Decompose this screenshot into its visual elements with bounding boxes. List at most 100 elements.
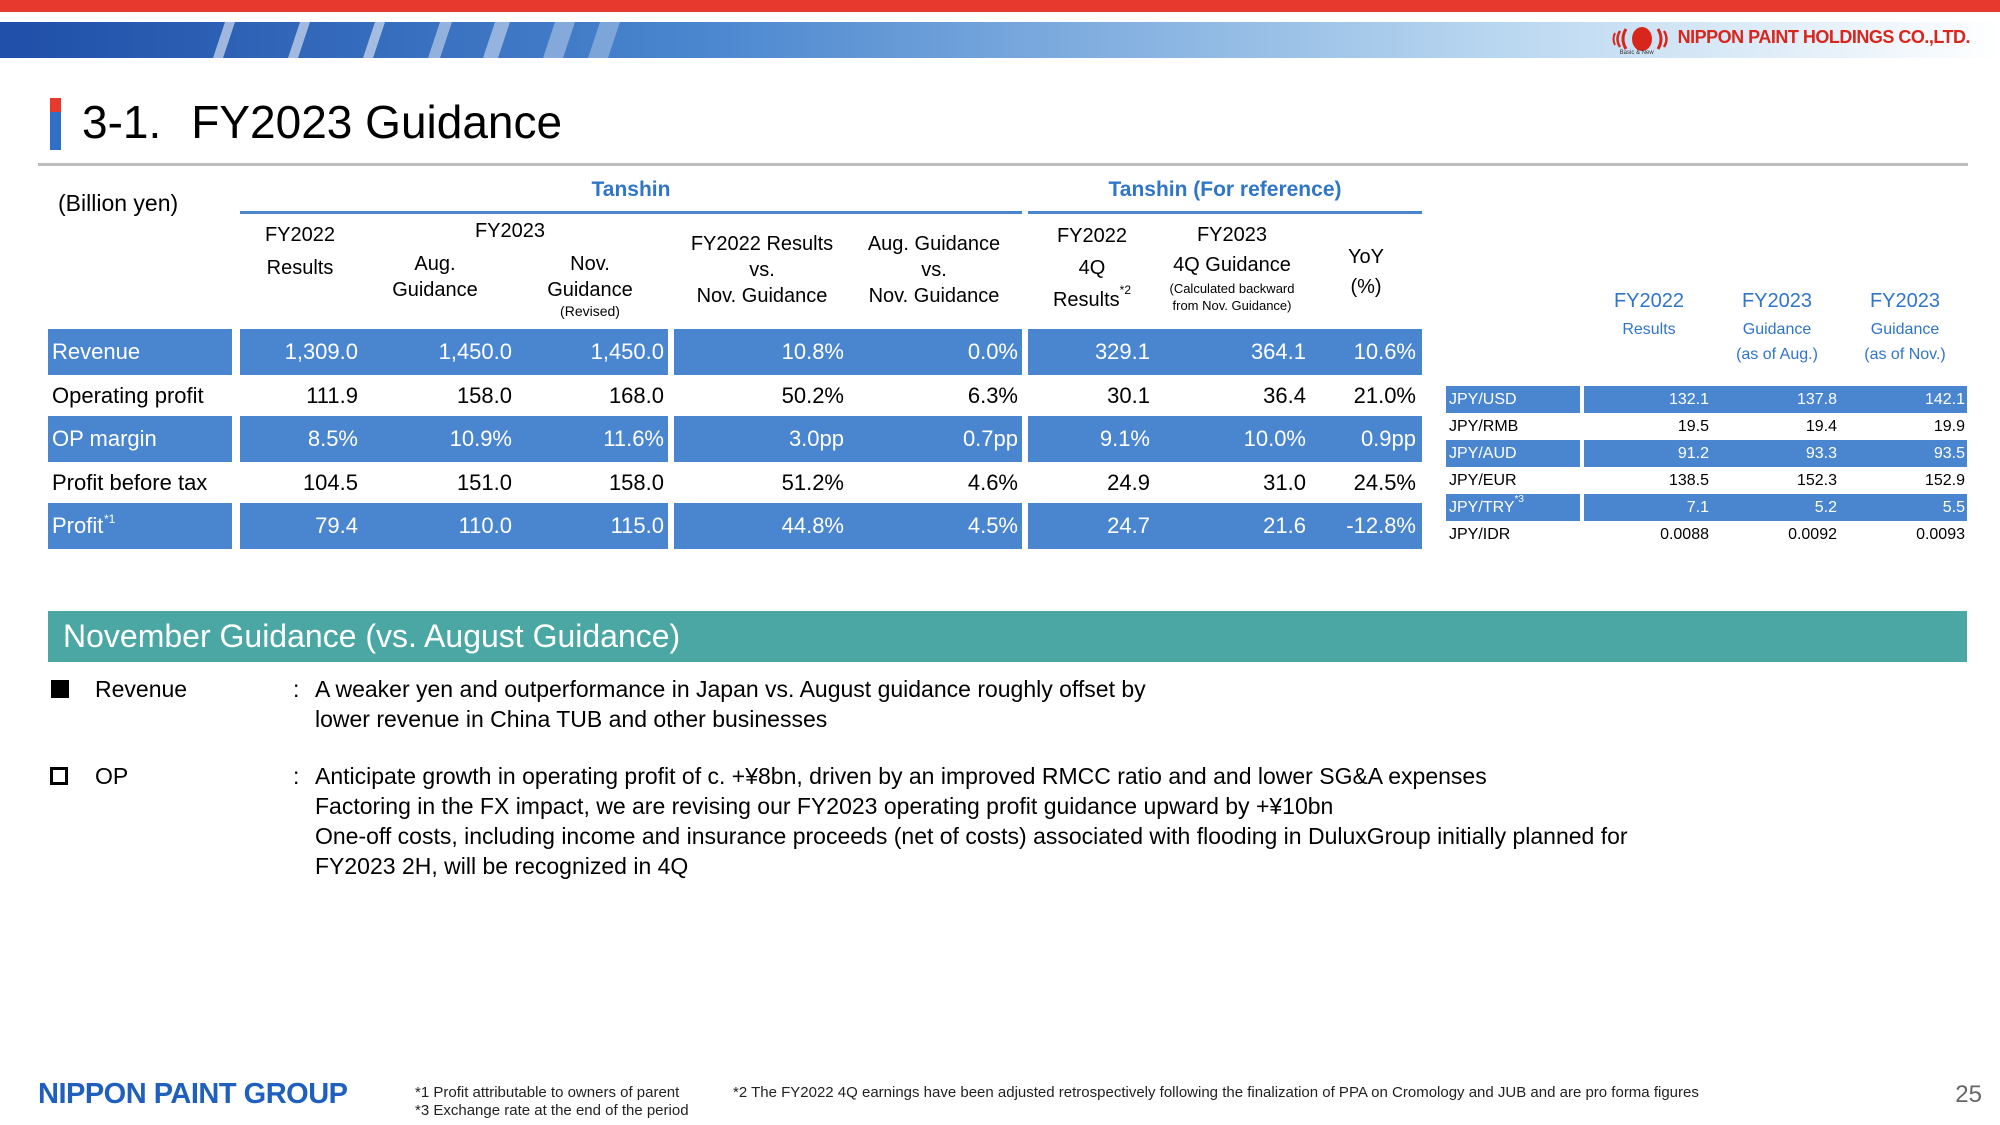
cell-fy22-4q-results: 30.1	[1107, 383, 1150, 408]
fx-row-footnote: *3	[1514, 494, 1524, 505]
col-header-g4-line4: from Nov. Guidance)	[1172, 298, 1292, 313]
bullet-colon-revenue: :	[293, 676, 300, 702]
row-segment: 111.9 158.0 168.0	[240, 373, 668, 419]
fx-rate-value: 132.1	[1668, 391, 1709, 408]
cell-yoy: 21.0%	[1353, 383, 1416, 408]
fx-rate-value: 7.1	[1686, 499, 1709, 516]
cell-aug-guidance: 10.9%	[449, 426, 512, 451]
fx-rate-value: 91.2	[1677, 445, 1709, 462]
col-header-cmp2-line3: Nov. Guidance	[868, 285, 1000, 307]
cell-fy22-vs-nov: 51.2%	[781, 470, 844, 495]
op-line-1: Anticipate growth in operating profit of…	[315, 763, 1487, 789]
page-title: 3-1. FY2023 Guidance	[82, 94, 562, 150]
footnote-3: *3 Exchange rate at the end of the perio…	[415, 1102, 689, 1119]
fx-col-subtitle-2: (as of Aug.)	[1736, 346, 1818, 363]
col-header-yoy-line1: YoY	[1348, 246, 1384, 268]
cell-fy23-4q-guidance: 36.4	[1263, 383, 1306, 408]
cell-aug-vs-nov: 4.6%	[967, 470, 1018, 495]
fx-col-subtitle-2: (as of Nov.)	[1864, 346, 1946, 363]
fx-row-values: 7.1 5.2 5.5	[1584, 494, 1967, 521]
cell-fy23-4q-guidance: 21.6	[1263, 513, 1306, 538]
col-header-nov-line1: Nov.	[570, 253, 610, 275]
col-header-cmp1-line3: Nov. Guidance	[696, 285, 828, 307]
fx-row-label-cell: JPY/RMB	[1446, 413, 1580, 440]
row-segment: 79.4 110.0 115.0	[240, 503, 668, 549]
row-label: Revenue	[52, 339, 141, 364]
row-segment: 329.1 364.1 10.6%	[1028, 329, 1422, 375]
footnote-2: *2 The FY2022 4Q earnings have been adju…	[733, 1084, 1699, 1101]
col-header-fy2022-line2: Results	[266, 257, 334, 279]
col-header-q4-line1: FY2022	[1056, 225, 1128, 247]
row-segment: 30.1 36.4 21.0%	[1028, 373, 1422, 419]
fx-rate-value: 137.8	[1796, 391, 1837, 408]
group-underline-tanshin	[240, 211, 1022, 214]
fx-col-header: FY2023 Guidance (as of Nov.)	[1835, 290, 1975, 367]
guidance-section-heading: November Guidance (vs. August Guidance)	[48, 611, 1967, 662]
bullet-text-revenue: A weaker yen and outperformance in Japan…	[315, 674, 1146, 734]
col-header-nov-line3: (Revised)	[560, 303, 620, 319]
fx-rate-value: 138.5	[1668, 472, 1709, 489]
row-label: Profit before tax	[52, 470, 208, 495]
cell-nov-guidance: 158.0	[608, 470, 664, 495]
fx-rate-value: 93.5	[1933, 445, 1965, 462]
cell-nov-guidance: 168.0	[608, 383, 664, 408]
fx-col-header: FY2022 Results	[1579, 290, 1719, 342]
company-name: NIPPON PAINT HOLDINGS CO.,LTD.	[1677, 27, 1971, 47]
row-segment: 1,309.0 1,450.0 1,450.0	[240, 329, 668, 375]
fx-rate-value: 19.4	[1805, 418, 1837, 435]
col-header-cmp2-line2: vs.	[921, 259, 947, 281]
fx-rate-value: 5.5	[1942, 499, 1965, 516]
col-header-yoy: YoY (%)	[1322, 242, 1410, 302]
company-logo: NIPPON PAINT HOLDINGS CO.,LTD. Basic & N…	[1612, 26, 1971, 60]
row-label: Operating profit	[52, 383, 204, 408]
fx-col-header: FY2023 Guidance (as of Aug.)	[1707, 290, 1847, 367]
company-tagline: Basic & New	[1619, 50, 1654, 56]
fx-col-subtitle: Results	[1622, 321, 1676, 338]
col-header-q4-footnote: *2	[1119, 283, 1132, 297]
col-header-fy22-4q: FY2022 4Q Results*2	[1028, 220, 1156, 316]
col-header-g4-line3: (Calculated backward	[1169, 281, 1295, 296]
fx-col-subtitle: Guidance	[1870, 321, 1940, 338]
nippon-paint-mark-icon	[1612, 27, 1668, 51]
row-segment: 8.5% 10.9% 11.6%	[240, 416, 668, 462]
cell-aug-vs-nov: 4.5%	[967, 513, 1018, 538]
cell-aug-vs-nov: 0.0%	[967, 339, 1018, 364]
revenue-line-2: lower revenue in China TUB and other bus…	[315, 706, 828, 732]
fx-currency-label: JPY/EUR	[1449, 472, 1517, 489]
fx-rate-value: 0.0092	[1788, 526, 1837, 543]
col-header-aug-line1: Aug.	[414, 253, 456, 275]
row-label-cell: OP margin	[48, 416, 232, 462]
op-line-3: One-off costs, including income and insu…	[315, 823, 1628, 849]
cell-aug-vs-nov: 0.7pp	[962, 426, 1018, 451]
fx-currency-label: JPY/RMB	[1449, 418, 1519, 435]
row-segment: 10.8% 0.0%	[674, 329, 1022, 375]
row-segment: 24.9 31.0 24.5%	[1028, 460, 1422, 506]
col-header-q4-line2: 4Q	[1078, 257, 1106, 279]
fx-currency-label: JPY/AUD	[1449, 445, 1517, 462]
page-number: 25	[1955, 1081, 1982, 1108]
col-header-fy23-4q-guidance: FY2023 4Q Guidance (Calculated backward …	[1156, 220, 1308, 314]
fx-currency-label: JPY/IDR	[1449, 526, 1511, 543]
col-header-cmp1-line2: vs.	[749, 259, 775, 281]
cell-nov-guidance: 115.0	[610, 513, 664, 538]
row-label-cell: Profit before tax	[48, 460, 232, 506]
cell-fy2022-results: 79.4	[315, 513, 358, 538]
row-segment: 104.5 151.0 158.0	[240, 460, 668, 506]
col-header-aug-guidance: Aug. Guidance	[370, 251, 500, 303]
fx-rate-value: 5.2	[1814, 499, 1837, 516]
bullet-label-revenue: Revenue	[95, 676, 188, 702]
group-underline-reference	[1028, 211, 1422, 214]
cell-yoy: 24.5%	[1353, 470, 1416, 495]
col-header-fy2022-line1: FY2022	[264, 224, 336, 246]
row-segment: 3.0pp 0.7pp	[674, 416, 1022, 462]
group-header-reference: Tanshin (For reference)	[1108, 178, 1342, 201]
fx-col-subtitle: Guidance	[1742, 321, 1812, 338]
filled-square-bullet-icon	[51, 680, 69, 698]
cell-nov-guidance: 11.6%	[603, 426, 664, 451]
fx-currency-label: JPY/TRY	[1449, 499, 1515, 516]
title-divider	[38, 163, 1968, 166]
row-label: Profit	[52, 513, 104, 538]
col-header-fy2022: FY2022 Results	[240, 222, 360, 281]
cell-nov-guidance: 1,450.0	[590, 339, 664, 364]
top-red-band	[0, 0, 2000, 12]
